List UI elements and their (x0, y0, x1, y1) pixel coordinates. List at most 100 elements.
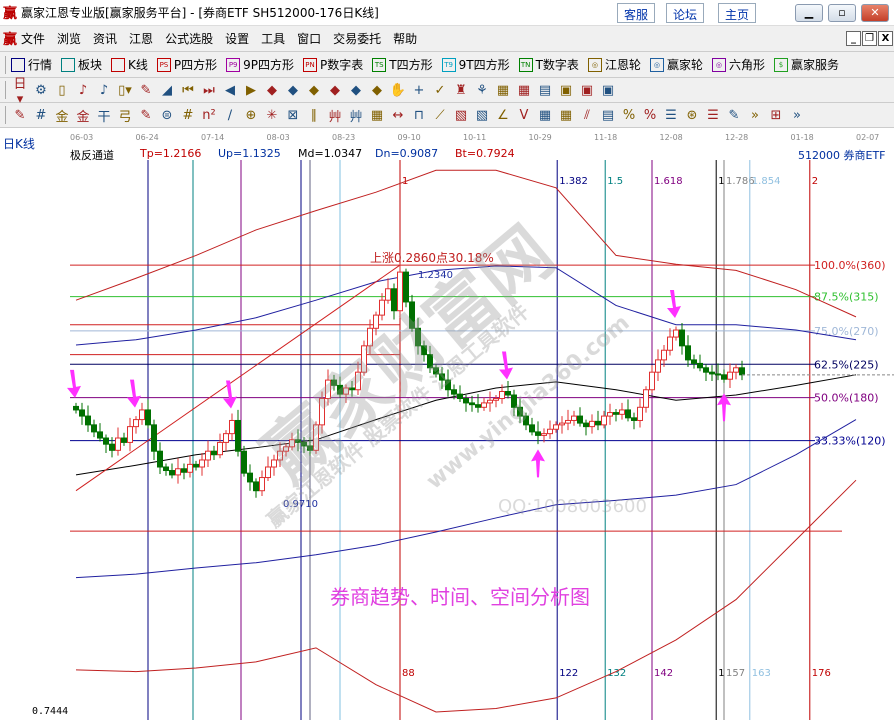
tool-icon[interactable]: ♜ (455, 82, 467, 98)
toolbar-button[interactable]: K线 (111, 56, 148, 73)
tool-icon[interactable]: ▦ (517, 82, 531, 98)
tool-icon[interactable]: # (182, 107, 194, 123)
menu-item[interactable]: 帮助 (393, 32, 418, 46)
tool-icon[interactable]: ▣ (580, 82, 594, 98)
tool-icon[interactable]: ◢ (162, 82, 172, 98)
toolbar-button[interactable]: ◎ 六角形 (711, 56, 765, 73)
menu-item[interactable]: 设置 (225, 32, 250, 46)
customer-service-button[interactable]: 客服 (617, 3, 656, 23)
toolbar-button[interactable]: 行情 (11, 56, 52, 73)
tool-icon[interactable]: » (751, 107, 759, 123)
tool-icon[interactable]: ▧ (454, 107, 468, 123)
tool-icon[interactable]: ⊛ (686, 107, 698, 123)
tool-icon[interactable]: ∕ (227, 107, 233, 123)
toolbar-button[interactable]: ◎ 赢家轮 (649, 56, 703, 73)
tool-icon[interactable]: ▯ (58, 82, 66, 98)
tool-icon[interactable]: n² (202, 107, 216, 123)
menu-item[interactable]: 浏览 (57, 32, 82, 46)
tool-icon[interactable]: ▣ (601, 82, 615, 98)
tool-icon[interactable]: ✓ (434, 82, 446, 98)
tool-icon[interactable]: ∥ (310, 107, 318, 123)
tool-icon[interactable]: ◆ (372, 82, 382, 98)
tool-icon[interactable]: ⚙ (35, 82, 47, 98)
tool-icon[interactable]: ⼸ (118, 109, 132, 125)
tool-icon[interactable]: ▤ (538, 82, 552, 98)
toolbar-button[interactable]: PS P四方形 (156, 56, 217, 73)
tool-icon[interactable]: ✎ (14, 107, 26, 123)
tool-icon[interactable]: ◆ (288, 82, 298, 98)
tool-icon[interactable]: % (643, 107, 657, 123)
tool-icon[interactable]: + (413, 82, 425, 98)
tool-icon[interactable]: # (35, 107, 47, 123)
tool-icon[interactable]: ▦ (496, 82, 510, 98)
tool-icon[interactable]: ⾋ (349, 109, 363, 125)
tool-icon[interactable]: ♪ (78, 82, 88, 98)
tool-icon[interactable]: ⾋ (328, 109, 342, 125)
tool-icon[interactable]: % (622, 107, 636, 123)
tool-icon[interactable]: ▧ (475, 107, 489, 123)
toolbar-button[interactable]: ◎ 江恩轮 (587, 56, 641, 73)
tool-icon[interactable]: ▣ (559, 82, 573, 98)
mdi-minimize-button[interactable]: _ (846, 31, 861, 46)
menu-item[interactable]: 江恩 (129, 32, 154, 46)
tool-icon[interactable]: ◆ (267, 82, 277, 98)
toolbar-button[interactable]: 板块 (61, 56, 102, 73)
tool-icon[interactable]: ♪ (99, 82, 109, 98)
tool-icon[interactable]: ⟋ (435, 107, 445, 123)
tool-icon[interactable]: ⊠ (287, 107, 299, 123)
mdi-restore-button[interactable]: ❐ (862, 31, 877, 46)
tool-icon[interactable]: ✎ (140, 107, 152, 123)
menu-item[interactable]: 工具 (261, 32, 286, 46)
tool-icon[interactable]: ⚘ (476, 82, 488, 98)
menu-item[interactable]: 交易委托 (333, 32, 382, 46)
tool-icon[interactable]: ▯▾ (118, 82, 132, 98)
tool-icon[interactable]: ⏮ (182, 82, 194, 98)
tool-icon[interactable]: ✳ (266, 107, 278, 123)
tool-icon[interactable]: ⾦ (55, 109, 69, 125)
mdi-close-button[interactable]: X (878, 31, 893, 46)
tool-icon[interactable]: ✎ (140, 82, 152, 98)
tool-icon[interactable]: ⊓ (413, 107, 425, 123)
tool-icon[interactable]: ▦ (559, 107, 573, 123)
tool-icon[interactable]: 日▾ (13, 77, 27, 107)
tool-icon[interactable]: ☰ (665, 107, 677, 123)
tool-icon[interactable]: ☰ (707, 107, 719, 123)
menu-item[interactable]: 文件 (21, 32, 46, 46)
minimize-button[interactable]: ▁ (795, 4, 823, 22)
tool-icon[interactable]: » (793, 107, 801, 123)
tool-icon[interactable]: ⏭ (203, 82, 215, 98)
toolbar-button[interactable]: T9 9T四方形 (441, 56, 510, 73)
tool-icon[interactable]: ▦ (370, 107, 384, 123)
tool-icon[interactable]: ▶ (246, 82, 256, 98)
tool-icon[interactable]: ✎ (728, 107, 740, 123)
forum-button[interactable]: 论坛 (666, 3, 705, 23)
toolbar-button[interactable]: $ 赢家服务 (773, 56, 839, 73)
toolbar-button[interactable]: P9 9P四方形 (226, 56, 294, 73)
tool-icon[interactable]: ⼲ (97, 109, 111, 125)
tool-icon[interactable]: ◆ (351, 82, 361, 98)
tool-icon[interactable]: ⊕ (245, 107, 257, 123)
tool-icon[interactable]: ◆ (330, 82, 340, 98)
menu-item[interactable]: 资讯 (93, 32, 118, 46)
tool-icon[interactable]: ⊞ (770, 107, 782, 123)
tool-icon[interactable]: ⊜ (161, 107, 173, 123)
toolbar-button[interactable]: PN P数字表 (303, 56, 363, 73)
menu-item[interactable]: 窗口 (297, 32, 322, 46)
tool-icon[interactable]: ✋ (389, 82, 407, 98)
tool-icon[interactable]: ∠ (497, 107, 509, 123)
close-button[interactable]: ✕ (861, 4, 889, 22)
tool-icon[interactable]: ↔ (392, 107, 404, 123)
tool-icon[interactable]: ▦ (538, 107, 552, 123)
tool-icon[interactable]: ⾦ (76, 109, 90, 125)
homepage-button[interactable]: 主页 (718, 3, 757, 23)
tool-icon[interactable]: ▤ (601, 107, 615, 123)
tool-icon[interactable]: V (519, 107, 529, 123)
maximize-button[interactable]: ▫ (828, 4, 856, 22)
toolbar-button[interactable]: TN T数字表 (518, 56, 579, 73)
tool-icon[interactable]: ◆ (309, 82, 319, 98)
tool-icon[interactable]: ◀ (225, 82, 235, 98)
toolbar-button[interactable]: TS T四方形 (372, 56, 433, 73)
tool-icon[interactable]: ⫽ (584, 107, 590, 123)
menu-item[interactable]: 公式选股 (165, 32, 214, 46)
